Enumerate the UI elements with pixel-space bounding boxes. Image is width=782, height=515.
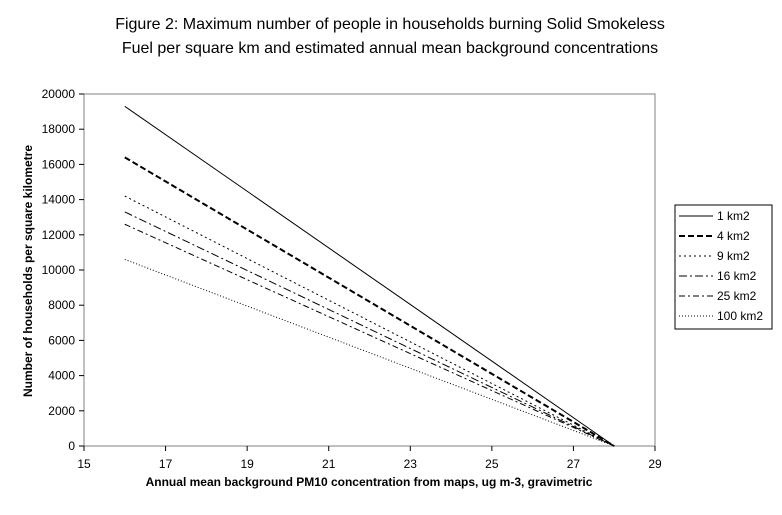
chart-legend: 1 km2 4 km2 9 km2 16 km2 25 km2 100 km2 bbox=[674, 204, 773, 330]
x-axis-ticks: 15 17 19 21 23 25 27 29 bbox=[77, 446, 662, 471]
plot-area bbox=[83, 93, 656, 447]
series-line-1-km2 bbox=[124, 105, 615, 447]
series-lines bbox=[124, 105, 615, 447]
x-tick-label: 23 bbox=[404, 457, 418, 471]
y-tick-label: 0 bbox=[68, 439, 75, 453]
y-tick-label: 18000 bbox=[42, 122, 76, 136]
series-line-16-km2 bbox=[124, 211, 615, 447]
y-axis-ticks: 0 2000 4000 6000 8000 10000 12000 14000 16000 180… bbox=[42, 87, 84, 453]
x-tick-label: 19 bbox=[240, 457, 254, 471]
x-tick-label: 25 bbox=[485, 457, 499, 471]
legend-label: 100 km2 bbox=[717, 309, 763, 323]
x-tick-label: 17 bbox=[159, 457, 173, 471]
x-tick-label: 21 bbox=[322, 457, 336, 471]
y-tick-label: 12000 bbox=[42, 228, 76, 242]
chart-title-line-1: Figure 2: Maximum number of people in ho… bbox=[115, 16, 665, 33]
series-line-4-km2 bbox=[124, 156, 615, 447]
legend-label: 4 km2 bbox=[717, 229, 750, 243]
x-tick-label: 15 bbox=[77, 457, 91, 471]
legend-label: 9 km2 bbox=[717, 249, 750, 263]
y-tick-label: 16000 bbox=[42, 157, 76, 171]
legend-label: 25 km2 bbox=[717, 289, 757, 303]
series-line-9-km2 bbox=[124, 195, 615, 447]
series-line-100-km2 bbox=[124, 258, 615, 447]
y-tick-label: 8000 bbox=[48, 298, 75, 312]
y-tick-label: 4000 bbox=[48, 369, 75, 383]
x-tick-label: 29 bbox=[648, 457, 662, 471]
series-line-25-km2 bbox=[124, 223, 615, 447]
legend-label: 16 km2 bbox=[717, 269, 757, 283]
legend-box bbox=[674, 204, 773, 330]
y-tick-label: 6000 bbox=[48, 333, 75, 347]
y-tick-label: 2000 bbox=[48, 404, 75, 418]
legend-label: 1 km2 bbox=[717, 209, 750, 223]
x-tick-label: 27 bbox=[567, 457, 581, 471]
x-axis-title: Annual mean background PM10 concentratio… bbox=[146, 475, 593, 489]
chart-title-line-2: Fuel per square km and estimated annual … bbox=[122, 40, 658, 57]
y-tick-label: 20000 bbox=[42, 87, 76, 101]
y-tick-label: 14000 bbox=[42, 193, 76, 207]
y-axis-title: Number of households per square kilometr… bbox=[21, 145, 35, 397]
y-tick-label: 10000 bbox=[42, 263, 76, 277]
